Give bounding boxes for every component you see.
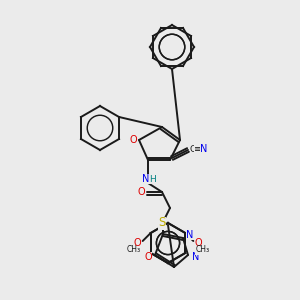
Text: S: S: [158, 217, 166, 230]
Text: N: N: [200, 144, 208, 154]
Text: O: O: [129, 135, 137, 145]
Text: CH₃: CH₃: [127, 245, 141, 254]
Text: N: N: [192, 252, 200, 262]
Text: O: O: [194, 238, 202, 248]
Text: O: O: [144, 252, 152, 262]
Text: C: C: [190, 145, 196, 154]
Text: O: O: [137, 187, 145, 197]
Text: N: N: [142, 174, 150, 184]
Text: O: O: [134, 238, 142, 248]
Text: N: N: [186, 230, 194, 240]
Text: H: H: [150, 175, 156, 184]
Text: CH₃: CH₃: [195, 245, 209, 254]
Text: ≡: ≡: [194, 144, 202, 154]
